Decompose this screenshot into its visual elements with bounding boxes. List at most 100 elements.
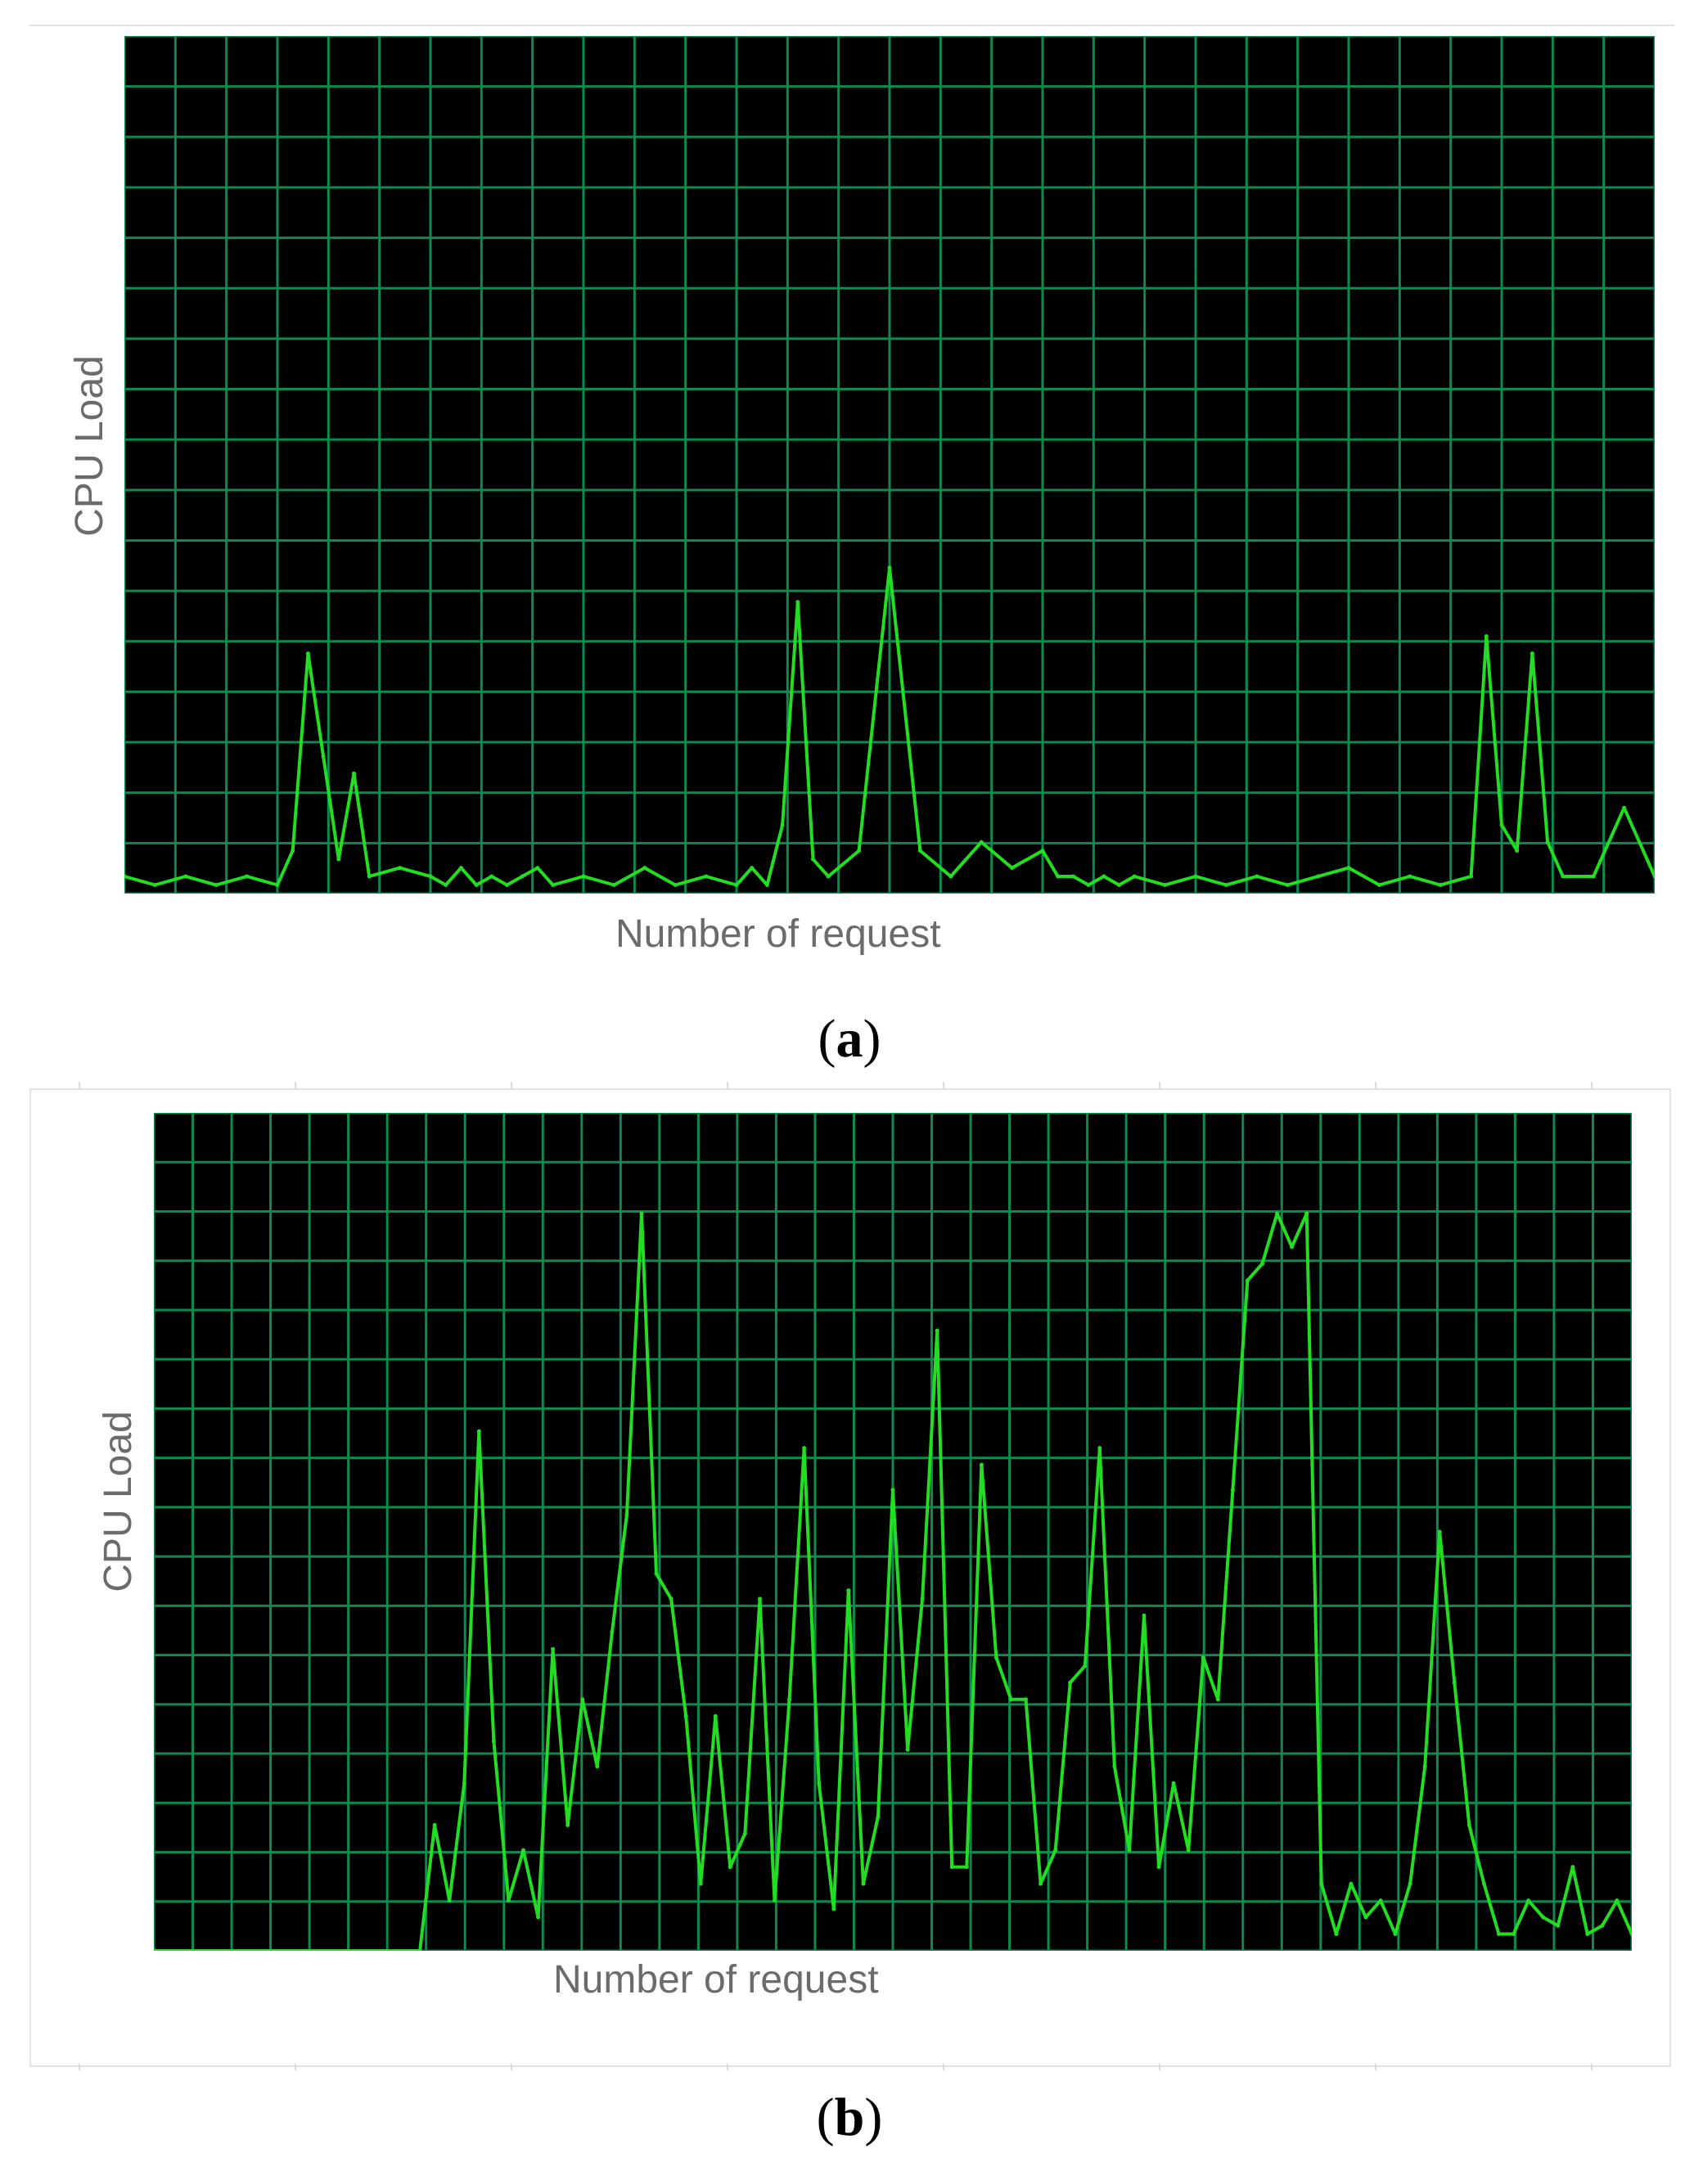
chart-b-plot-area bbox=[154, 1113, 1632, 1951]
cpu-load-point bbox=[728, 1865, 732, 1870]
cpu-load-point bbox=[1132, 874, 1137, 879]
cpu-load-point bbox=[1255, 874, 1259, 879]
cpu-load-point bbox=[1142, 1613, 1147, 1618]
cpu-load-point bbox=[1201, 1655, 1205, 1660]
cpu-load-point bbox=[1481, 1881, 1486, 1886]
panel-letter-b: b bbox=[834, 2087, 865, 2147]
cpu-load-point bbox=[275, 883, 280, 887]
cpu-load-point bbox=[1285, 883, 1290, 887]
cpu-load-point bbox=[1215, 1697, 1220, 1702]
cpu-load-point bbox=[1193, 874, 1198, 879]
chart-b-y-axis-label: CPU Load bbox=[97, 1411, 140, 1592]
cpu-load-point bbox=[352, 771, 356, 776]
cpu-load-point bbox=[1437, 1529, 1442, 1534]
frame-tick bbox=[1159, 2064, 1160, 2070]
cpu-load-point bbox=[935, 1328, 939, 1333]
cpu-load-point bbox=[1024, 1697, 1028, 1702]
cpu-load-point bbox=[1393, 1932, 1398, 1936]
cpu-load-point bbox=[458, 866, 463, 871]
panel-label-a: (a) bbox=[818, 1009, 881, 1069]
frame-tick bbox=[1591, 2064, 1593, 2070]
cpu-load-point bbox=[1010, 866, 1015, 871]
cpu-load-point bbox=[780, 822, 785, 827]
cpu-load-series-line bbox=[154, 1211, 1632, 1951]
cpu-load-point bbox=[305, 651, 310, 656]
cpu-load-point bbox=[846, 1588, 851, 1593]
cpu-load-point bbox=[1086, 883, 1091, 887]
frame-tick bbox=[1159, 1082, 1160, 1088]
frame-tick bbox=[943, 2064, 944, 2070]
cpu-load-point bbox=[1652, 874, 1655, 879]
cpu-load-point bbox=[417, 1948, 422, 1951]
cpu-load-point bbox=[1378, 1898, 1383, 1903]
cpu-load-point bbox=[979, 1462, 984, 1467]
cpu-load-point bbox=[1070, 874, 1075, 879]
cpu-load-point bbox=[1127, 1848, 1132, 1853]
chart-a-x-axis-label: Number of request bbox=[615, 912, 941, 956]
cpu-load-point bbox=[734, 883, 739, 887]
cpu-load-point bbox=[520, 874, 525, 879]
cpu-load-point bbox=[1009, 1697, 1013, 1702]
cpu-load-point bbox=[1591, 874, 1596, 879]
cpu-load-point bbox=[444, 883, 448, 887]
cpu-load-point bbox=[1499, 822, 1504, 827]
cpu-load-point bbox=[462, 1781, 466, 1785]
cpu-load-point bbox=[673, 883, 678, 887]
cpu-load-point bbox=[1083, 1664, 1088, 1668]
cpu-load-point bbox=[428, 874, 433, 879]
cpu-load-point bbox=[861, 1881, 866, 1886]
cpu-load-point bbox=[476, 1429, 481, 1434]
cpu-load-point bbox=[432, 1822, 437, 1827]
cpu-load-point bbox=[291, 849, 295, 853]
cpu-load-point bbox=[1316, 874, 1321, 879]
frame-tick bbox=[943, 1082, 944, 1088]
cpu-load-point bbox=[1469, 874, 1474, 879]
cpu-load-point bbox=[183, 874, 188, 879]
cpu-load-point bbox=[521, 1848, 525, 1853]
cpu-load-point bbox=[795, 600, 800, 605]
cpu-load-point bbox=[811, 857, 815, 862]
cpu-load-point bbox=[124, 874, 127, 879]
cpu-load-point bbox=[1497, 1932, 1501, 1936]
cpu-load-point bbox=[654, 1571, 659, 1576]
cpu-load-point bbox=[1056, 874, 1061, 879]
cpu-load-point bbox=[535, 866, 540, 871]
cpu-load-point bbox=[1102, 874, 1106, 879]
cpu-load-point bbox=[1452, 1680, 1457, 1685]
cpu-load-point bbox=[1622, 805, 1627, 810]
cpu-load-point bbox=[1438, 883, 1443, 887]
cpu-load-point bbox=[1545, 840, 1550, 844]
cpu-load-point bbox=[491, 1739, 496, 1744]
frame-tick bbox=[295, 2064, 296, 2070]
cpu-load-point bbox=[398, 866, 403, 871]
cpu-load-point bbox=[857, 849, 862, 853]
cpu-load-point bbox=[1053, 1848, 1058, 1853]
cpu-load-point bbox=[367, 874, 372, 879]
cpu-load-point bbox=[474, 883, 479, 887]
cpu-load-point bbox=[669, 1596, 674, 1601]
frame-tick bbox=[1591, 1082, 1593, 1088]
cpu-load-point bbox=[1570, 1865, 1575, 1870]
frame-tick bbox=[1375, 2064, 1376, 2070]
cpu-load-point bbox=[1163, 883, 1168, 887]
cpu-load-point bbox=[1038, 1881, 1043, 1886]
cpu-load-point bbox=[1275, 1211, 1280, 1216]
cpu-load-point bbox=[536, 1915, 541, 1920]
cpu-load-point bbox=[920, 1596, 925, 1601]
cpu-load-point bbox=[1223, 883, 1228, 887]
cpu-load-point bbox=[1349, 1881, 1354, 1886]
cpu-load-point bbox=[831, 1907, 836, 1912]
cpu-load-point bbox=[580, 1697, 585, 1702]
cpu-load-point bbox=[817, 1781, 822, 1785]
frame-tick bbox=[295, 1082, 296, 1088]
cpu-load-point bbox=[1629, 1932, 1632, 1936]
cpu-load-point bbox=[1600, 1923, 1605, 1928]
frame-tick bbox=[511, 2064, 512, 2070]
cpu-load-point bbox=[214, 883, 219, 887]
cpu-load-point bbox=[1530, 651, 1534, 656]
cpu-load-point bbox=[905, 1747, 910, 1752]
cpu-load-point bbox=[1068, 1680, 1073, 1685]
frame-tick bbox=[511, 1082, 512, 1088]
cpu-load-point bbox=[887, 565, 892, 570]
cpu-load-point bbox=[683, 1713, 688, 1718]
